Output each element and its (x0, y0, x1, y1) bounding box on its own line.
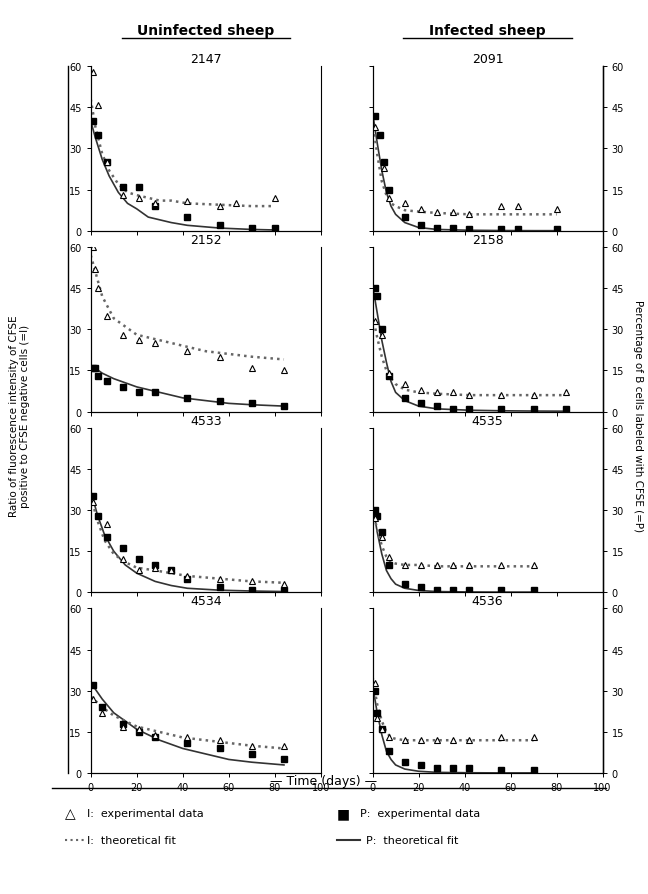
Title: 2158: 2158 (472, 233, 503, 247)
Title: 2152: 2152 (190, 233, 222, 247)
Text: Uninfected sheep: Uninfected sheep (137, 23, 274, 38)
Title: 4534: 4534 (190, 595, 222, 608)
Title: 4533: 4533 (190, 414, 222, 427)
Text: I:  theoretical fit: I: theoretical fit (87, 835, 176, 846)
Text: ■: ■ (337, 806, 350, 821)
Text: — Time (days) —: — Time (days) — (270, 774, 378, 787)
Text: P:  experimental data: P: experimental data (360, 808, 480, 819)
Title: 4536: 4536 (472, 595, 503, 608)
Text: I:  experimental data: I: experimental data (87, 808, 204, 819)
Text: P:  theoretical fit: P: theoretical fit (366, 835, 459, 846)
Text: Ratio of fluorescence intensity of CFSE
positive to CFSE negative cells (=I): Ratio of fluorescence intensity of CFSE … (8, 315, 30, 517)
Title: 2147: 2147 (190, 53, 222, 66)
Text: △: △ (65, 806, 75, 821)
Text: Percentage of B cells labeled with CFSE (=P): Percentage of B cells labeled with CFSE … (633, 299, 643, 532)
Title: 2091: 2091 (472, 53, 503, 66)
Title: 4535: 4535 (472, 414, 503, 427)
Text: Infected sheep: Infected sheep (430, 23, 546, 38)
